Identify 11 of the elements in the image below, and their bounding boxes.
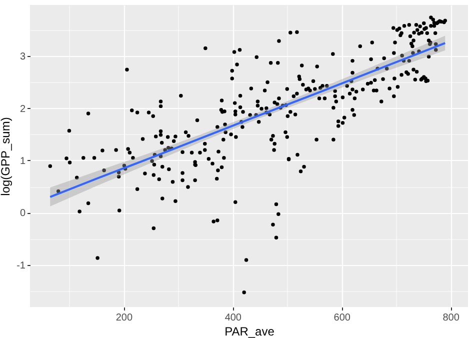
- y-tick-label: -1: [16, 260, 26, 272]
- x-tick-label: 800: [442, 312, 460, 324]
- x-tick-label: 400: [224, 312, 242, 324]
- x-tick-label: 600: [334, 312, 351, 324]
- x-axis-title: PAR_ave: [224, 324, 275, 338]
- y-tick-label: 3: [20, 52, 26, 63]
- x-tick-label: 200: [116, 312, 133, 324]
- y-tick-label: 0: [20, 208, 26, 220]
- y-tick-label: 2: [20, 104, 26, 115]
- y-axis-title: log(GPP_sum): [0, 117, 13, 196]
- y-tick-label: 1: [20, 156, 26, 167]
